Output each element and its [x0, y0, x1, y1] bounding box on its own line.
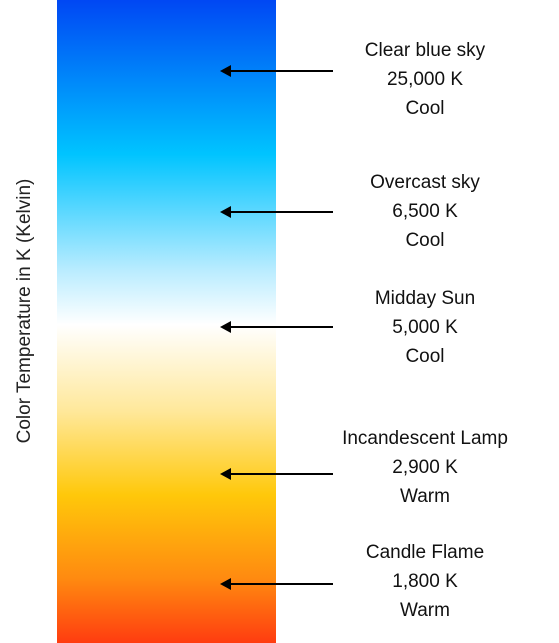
marker-value: 2,900 K [392, 457, 458, 478]
marker-value: 25,000 K [386, 69, 464, 90]
marker-name: Candle Flame [365, 542, 485, 563]
arrow-midday-sun [220, 320, 333, 334]
marker-tone: Cool [405, 230, 445, 251]
marker-candle-flame: Candle Flame 1,800 K Warm [310, 538, 540, 625]
arrow-clear-blue-sky [220, 64, 333, 78]
marker-tone: Warm [400, 600, 450, 621]
color-temperature-bar [57, 0, 276, 643]
marker-name: Overcast sky [370, 172, 480, 193]
axis-label: Color Temperature in K (Kelvin) [14, 178, 35, 444]
arrow-head-icon [220, 206, 231, 218]
marker-tone: Warm [400, 486, 450, 507]
marker-overcast-sky: Overcast sky 6,500 K Cool [310, 168, 540, 255]
arrow-candle-flame [220, 577, 333, 591]
arrow-head-icon [220, 65, 231, 77]
arrow-incandescent-lamp [220, 467, 333, 481]
arrow-overcast-sky [220, 205, 333, 219]
arrow-head-icon [220, 321, 231, 333]
marker-name: Clear blue sky [364, 40, 486, 61]
marker-name: Midday Sun [374, 288, 476, 309]
marker-tone: Cool [405, 98, 445, 119]
arrow-head-icon [220, 578, 231, 590]
marker-clear-blue-sky: Clear blue sky 25,000 K Cool [310, 36, 540, 123]
marker-value: 6,500 K [392, 201, 458, 222]
marker-value: 5,000 K [392, 317, 458, 338]
marker-incandescent-lamp: Incandescent Lamp 2,900 K Warm [310, 424, 540, 511]
marker-name: Incandescent Lamp [342, 428, 508, 449]
marker-value: 1,800 K [392, 571, 458, 592]
marker-midday-sun: Midday Sun 5,000 K Cool [310, 284, 540, 371]
marker-tone: Cool [405, 346, 445, 367]
arrow-head-icon [220, 468, 231, 480]
